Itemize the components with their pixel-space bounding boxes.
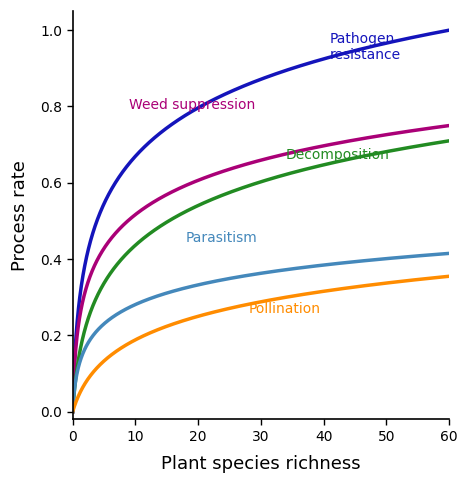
Text: Weed suppression: Weed suppression (129, 98, 255, 112)
Text: Pollination: Pollination (248, 302, 320, 316)
Y-axis label: Process rate: Process rate (11, 160, 29, 271)
Text: Pathogen
resistance: Pathogen resistance (330, 32, 401, 62)
Text: Decomposition: Decomposition (286, 148, 390, 162)
Text: Parasitism: Parasitism (186, 231, 257, 245)
X-axis label: Plant species richness: Plant species richness (161, 455, 361, 473)
